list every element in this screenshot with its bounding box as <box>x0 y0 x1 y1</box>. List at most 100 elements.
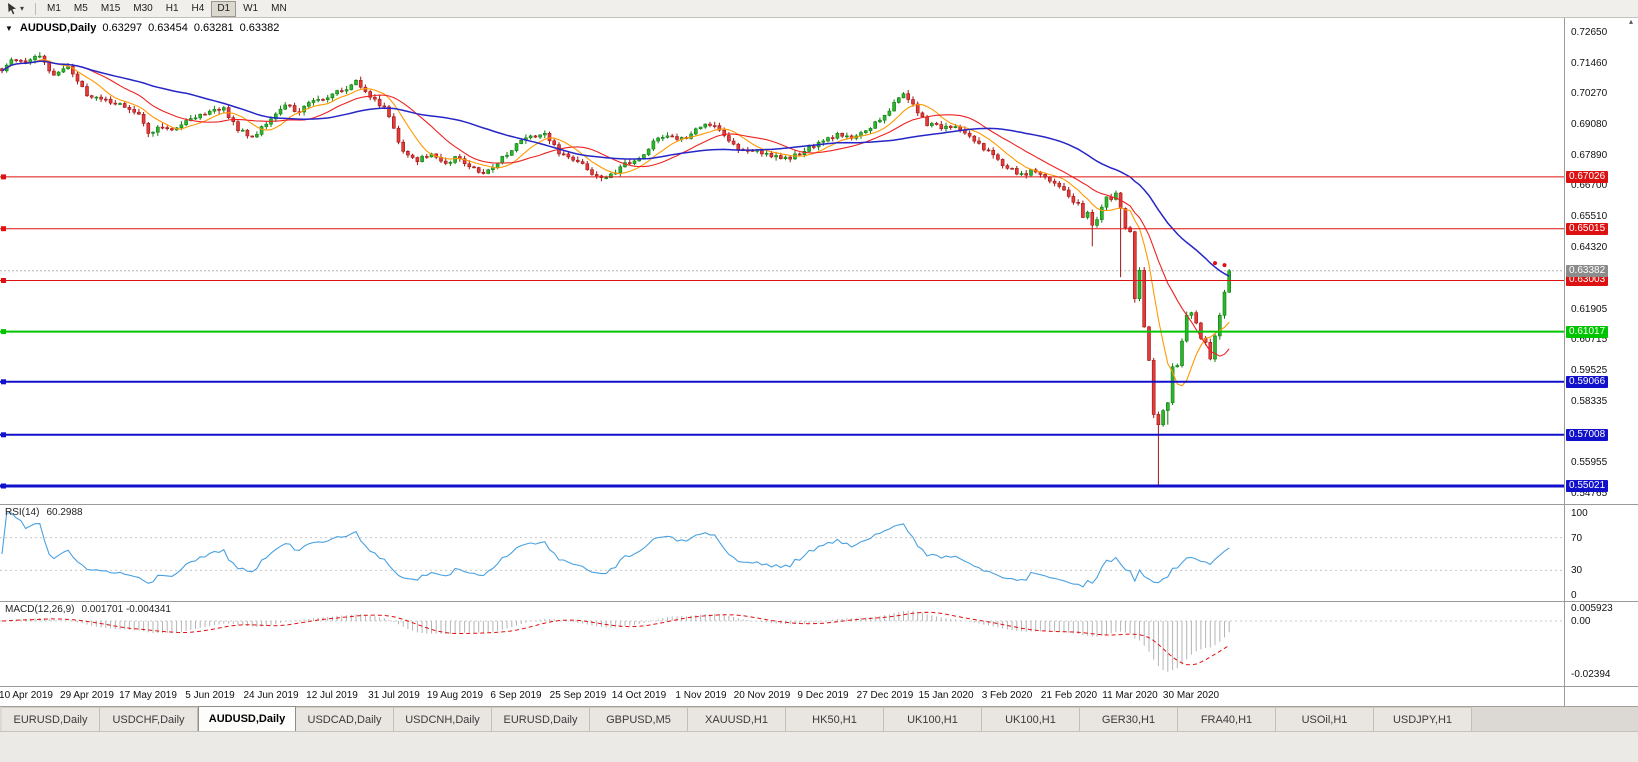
chart-tab[interactable]: USDCNH,Daily <box>394 707 492 731</box>
candle <box>1184 314 1189 342</box>
dropdown-caret-icon[interactable]: ▾ <box>20 4 25 13</box>
timeframe-button-m30[interactable]: M30 <box>133 2 153 14</box>
candle <box>547 133 552 142</box>
chart-tab[interactable]: EURUSD,Daily <box>492 707 590 731</box>
macd-pane[interactable]: MACD(12,26,9) 0.001701 -0.004341 <box>0 602 1564 687</box>
candle <box>467 163 472 168</box>
line-handle[interactable] <box>1 432 6 438</box>
macd-axis-label: 0.005923 <box>1571 603 1613 614</box>
timeframe-button-m5[interactable]: M5 <box>73 2 88 14</box>
candle <box>509 150 514 156</box>
candle <box>387 106 391 118</box>
candle <box>736 143 741 150</box>
date-label: 24 Jun 2019 <box>243 690 299 701</box>
candle <box>505 154 509 157</box>
candle <box>627 162 632 164</box>
scroll-up-icon[interactable]: ▴ <box>1628 17 1633 26</box>
candle <box>670 135 675 138</box>
chart-tab[interactable]: USDCHF,Daily <box>100 707 198 731</box>
candle <box>533 135 538 138</box>
ma-line-8 <box>1 59 1230 387</box>
candle <box>273 113 278 120</box>
timeframe-button-w1[interactable]: W1 <box>243 2 259 14</box>
candle <box>401 141 406 152</box>
rsi-pane[interactable]: RSI(14) 60.2988 <box>0 505 1564 602</box>
candle <box>1170 366 1175 404</box>
candle <box>863 130 868 133</box>
timeframe-button-mn[interactable]: MN <box>271 2 287 14</box>
candle <box>23 60 28 63</box>
candle <box>996 154 1000 160</box>
candle <box>306 102 311 107</box>
timeframe-button-h4[interactable]: H4 <box>191 2 205 14</box>
pane-separator <box>1565 686 1638 687</box>
candle <box>288 104 292 107</box>
chart-tab[interactable]: USDCAD,Daily <box>296 707 394 731</box>
date-label: 27 Dec 2019 <box>856 690 914 701</box>
line-handle[interactable] <box>1 483 6 489</box>
candle <box>717 125 722 131</box>
candle <box>1029 169 1033 176</box>
timeframe-toolbar: ▾ M1 M5 M15 M30 H1 H4 D1 W1 MN <box>0 0 1638 18</box>
candle <box>165 127 169 129</box>
candle <box>61 68 66 73</box>
candle <box>1156 414 1161 425</box>
chart-tab[interactable]: FRA40,H1 <box>1178 707 1276 731</box>
timeframe-button-m15[interactable]: M15 <box>100 2 121 14</box>
candle <box>1014 168 1019 175</box>
cursor-icon[interactable] <box>4 1 20 16</box>
rsi-line <box>1 512 1230 588</box>
one-click-trading-icon[interactable]: ▼ <box>5 23 13 33</box>
line-handle[interactable] <box>1 379 6 385</box>
candle <box>104 98 108 101</box>
candle <box>424 156 429 158</box>
price-axis[interactable]: ▴ 0.72650 0.71460 0.70270 0.69080 0.67890 0.6… <box>1564 17 1638 706</box>
chart-tab[interactable]: UK100,H1 <box>884 707 982 731</box>
chart-tab[interactable]: USDJPY,H1 <box>1374 707 1472 731</box>
chart-window: ▼ AUDUSD,Daily 0.63297 0.63454 0.63281 0… <box>0 17 1638 706</box>
candles-layer <box>0 52 1231 485</box>
candle <box>476 167 481 173</box>
signal-dot <box>1222 263 1227 268</box>
timeframe-button-m1[interactable]: M1 <box>47 2 61 14</box>
chart-tab[interactable]: GBPUSD,M5 <box>590 707 688 731</box>
candle <box>727 135 731 142</box>
chart-tab[interactable]: XAUUSD,H1 <box>688 707 786 731</box>
candle <box>953 126 958 128</box>
candle <box>646 148 651 155</box>
chart-tab[interactable]: UK100,H1 <box>982 707 1080 731</box>
candle <box>585 163 590 171</box>
macd-chart[interactable] <box>0 602 1564 686</box>
candle <box>377 98 382 107</box>
price-pane[interactable]: ▼ AUDUSD,Daily 0.63297 0.63454 0.63281 0… <box>0 18 1564 505</box>
candle <box>1057 182 1062 187</box>
rsi-chart[interactable] <box>0 505 1564 601</box>
chart-tab[interactable]: USOil,H1 <box>1276 707 1374 731</box>
line-handle[interactable] <box>1 226 6 232</box>
date-label: 3 Feb 2020 <box>981 690 1033 701</box>
candle <box>14 59 18 62</box>
line-handle[interactable] <box>1 174 6 180</box>
candle <box>1137 270 1142 299</box>
chart-tab[interactable]: GER30,H1 <box>1080 707 1178 731</box>
candle <box>1076 202 1080 204</box>
candle <box>774 155 778 158</box>
line-handle[interactable] <box>1 278 6 283</box>
date-label: 6 Sep 2019 <box>490 690 542 701</box>
candle <box>939 124 944 129</box>
timeframe-button-h1[interactable]: H1 <box>165 2 179 14</box>
candle <box>788 156 793 160</box>
price-tick-label: 0.72650 <box>1571 27 1608 38</box>
line-handle[interactable] <box>1 329 6 335</box>
chart-tab[interactable]: AUDUSD,Daily <box>198 706 296 731</box>
time-axis[interactable]: 10 Apr 2019 29 Apr 2019 17 May 2019 5 Jun 2… <box>0 687 1564 706</box>
macd-axis-label: 0.00 <box>1571 616 1591 627</box>
chart-tab[interactable]: EURUSD,Daily <box>2 707 100 731</box>
price-tick-label: 0.61905 <box>1571 304 1608 315</box>
chart-tab[interactable]: HK50,H1 <box>786 707 884 731</box>
candle <box>1142 270 1146 328</box>
candle <box>156 126 160 133</box>
timeframe-button-d1[interactable]: D1 <box>211 0 237 17</box>
candlestick-chart[interactable] <box>0 18 1564 504</box>
date-label: 20 Nov 2019 <box>733 690 791 701</box>
